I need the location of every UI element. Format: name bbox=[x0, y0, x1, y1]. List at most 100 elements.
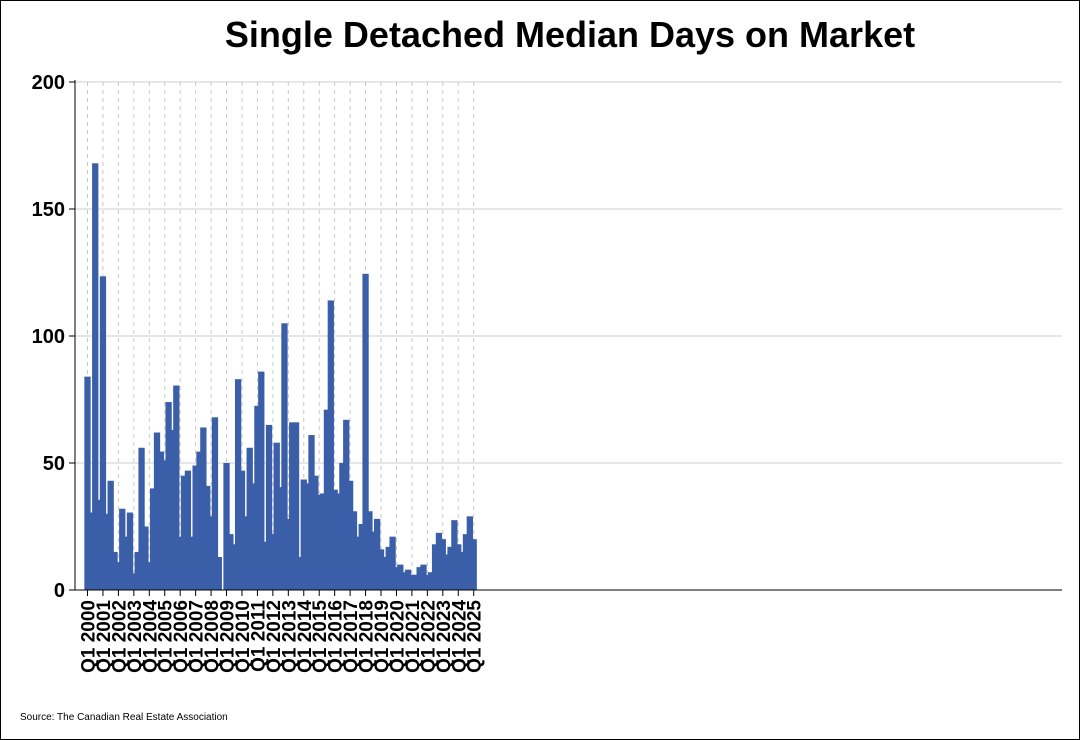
bar bbox=[312, 475, 319, 590]
x-tick-label: Q1 2025 bbox=[465, 600, 486, 673]
bar bbox=[234, 379, 242, 590]
x-tick-label: Q1 2003 bbox=[125, 600, 146, 673]
bar bbox=[401, 572, 408, 590]
bar bbox=[431, 544, 439, 590]
x-tick-label: Q1 2004 bbox=[140, 600, 161, 673]
bar bbox=[350, 511, 358, 590]
bar bbox=[173, 385, 180, 590]
x-tick-label: Q1 2014 bbox=[295, 600, 316, 673]
bar bbox=[439, 539, 446, 590]
bar bbox=[92, 163, 99, 590]
bar bbox=[462, 534, 470, 590]
x-tick-label: Q1 2001 bbox=[94, 600, 115, 673]
y-tick-label: 200 bbox=[32, 72, 65, 94]
bar bbox=[335, 493, 342, 590]
bar bbox=[238, 470, 246, 590]
bar bbox=[289, 422, 296, 590]
bar bbox=[308, 435, 315, 590]
bar bbox=[331, 489, 338, 590]
bar bbox=[327, 300, 334, 590]
bar bbox=[285, 518, 292, 590]
bar bbox=[366, 511, 373, 590]
bar bbox=[250, 483, 257, 590]
bar bbox=[157, 451, 165, 590]
bar bbox=[281, 323, 288, 590]
bar bbox=[231, 544, 238, 590]
bar bbox=[161, 460, 168, 590]
x-tick-label: Q1 2013 bbox=[279, 600, 300, 673]
bar bbox=[300, 479, 307, 590]
x-tick-label: Q1 2022 bbox=[418, 600, 439, 673]
bar bbox=[362, 273, 369, 590]
x-tick-label: Q1 2002 bbox=[109, 600, 130, 673]
bar bbox=[343, 419, 350, 590]
x-tick-label: Q1 2020 bbox=[387, 600, 408, 673]
bar bbox=[207, 516, 215, 590]
bar bbox=[397, 564, 404, 590]
x-tick-label: Q1 2023 bbox=[434, 600, 455, 673]
source-note: Source: The Canadian Real Estate Associa… bbox=[20, 712, 228, 723]
bar bbox=[227, 534, 234, 590]
x-tick-label: Q1 2024 bbox=[449, 600, 470, 673]
bar bbox=[188, 536, 195, 590]
bar bbox=[420, 564, 427, 590]
bar bbox=[138, 447, 145, 590]
x-tick-label: Q1 2005 bbox=[156, 600, 177, 673]
bar bbox=[428, 572, 435, 590]
bar bbox=[304, 483, 311, 590]
x-tick-label: Q1 2011 bbox=[248, 600, 269, 672]
bar bbox=[316, 494, 323, 590]
y-tick-label: 50 bbox=[43, 453, 65, 475]
axes bbox=[69, 80, 1062, 596]
bar bbox=[142, 526, 149, 590]
bars bbox=[84, 163, 477, 590]
bar bbox=[404, 569, 412, 590]
bar bbox=[470, 539, 477, 590]
bar bbox=[150, 488, 157, 590]
bar bbox=[122, 536, 130, 590]
x-tick-label: Q1 2009 bbox=[218, 600, 239, 673]
bar bbox=[246, 447, 253, 590]
x-tick-label: Q1 2012 bbox=[264, 600, 285, 673]
x-tick-label: Q1 2010 bbox=[233, 600, 254, 673]
x-tick-label: Q1 2018 bbox=[357, 600, 378, 673]
bar bbox=[107, 480, 114, 590]
bar bbox=[389, 536, 396, 590]
bar bbox=[370, 531, 377, 590]
bar bbox=[269, 534, 277, 590]
bar bbox=[146, 562, 153, 590]
bar bbox=[435, 532, 443, 590]
bar bbox=[443, 554, 450, 590]
x-tick-label: Q1 2006 bbox=[171, 600, 192, 673]
bar bbox=[184, 470, 192, 590]
bar bbox=[258, 371, 265, 590]
bar bbox=[416, 567, 423, 590]
gridlines bbox=[75, 81, 1062, 590]
bar bbox=[119, 508, 126, 590]
bar bbox=[262, 541, 269, 590]
bar bbox=[99, 276, 107, 590]
bar bbox=[215, 556, 222, 590]
bar bbox=[408, 574, 416, 590]
bar bbox=[126, 512, 134, 590]
bar bbox=[204, 485, 211, 590]
bar bbox=[130, 573, 137, 590]
y-axis-ticks: 0 50 100 150 200 bbox=[32, 72, 65, 602]
bar bbox=[292, 422, 300, 590]
bar bbox=[424, 574, 431, 590]
bar bbox=[196, 451, 203, 590]
bar bbox=[374, 518, 381, 590]
bar bbox=[84, 376, 91, 590]
x-tick-label: Q1 2016 bbox=[326, 600, 347, 673]
y-tick-label: 100 bbox=[32, 326, 65, 348]
bar bbox=[458, 551, 466, 590]
bar bbox=[385, 546, 392, 590]
bar bbox=[211, 417, 219, 590]
bar bbox=[265, 424, 273, 590]
bar bbox=[346, 480, 354, 590]
x-tick-label: Q1 2007 bbox=[187, 600, 208, 673]
chart-title: Single Detached Median Days on Market bbox=[224, 14, 916, 55]
bar bbox=[223, 463, 230, 590]
bar bbox=[169, 429, 176, 590]
